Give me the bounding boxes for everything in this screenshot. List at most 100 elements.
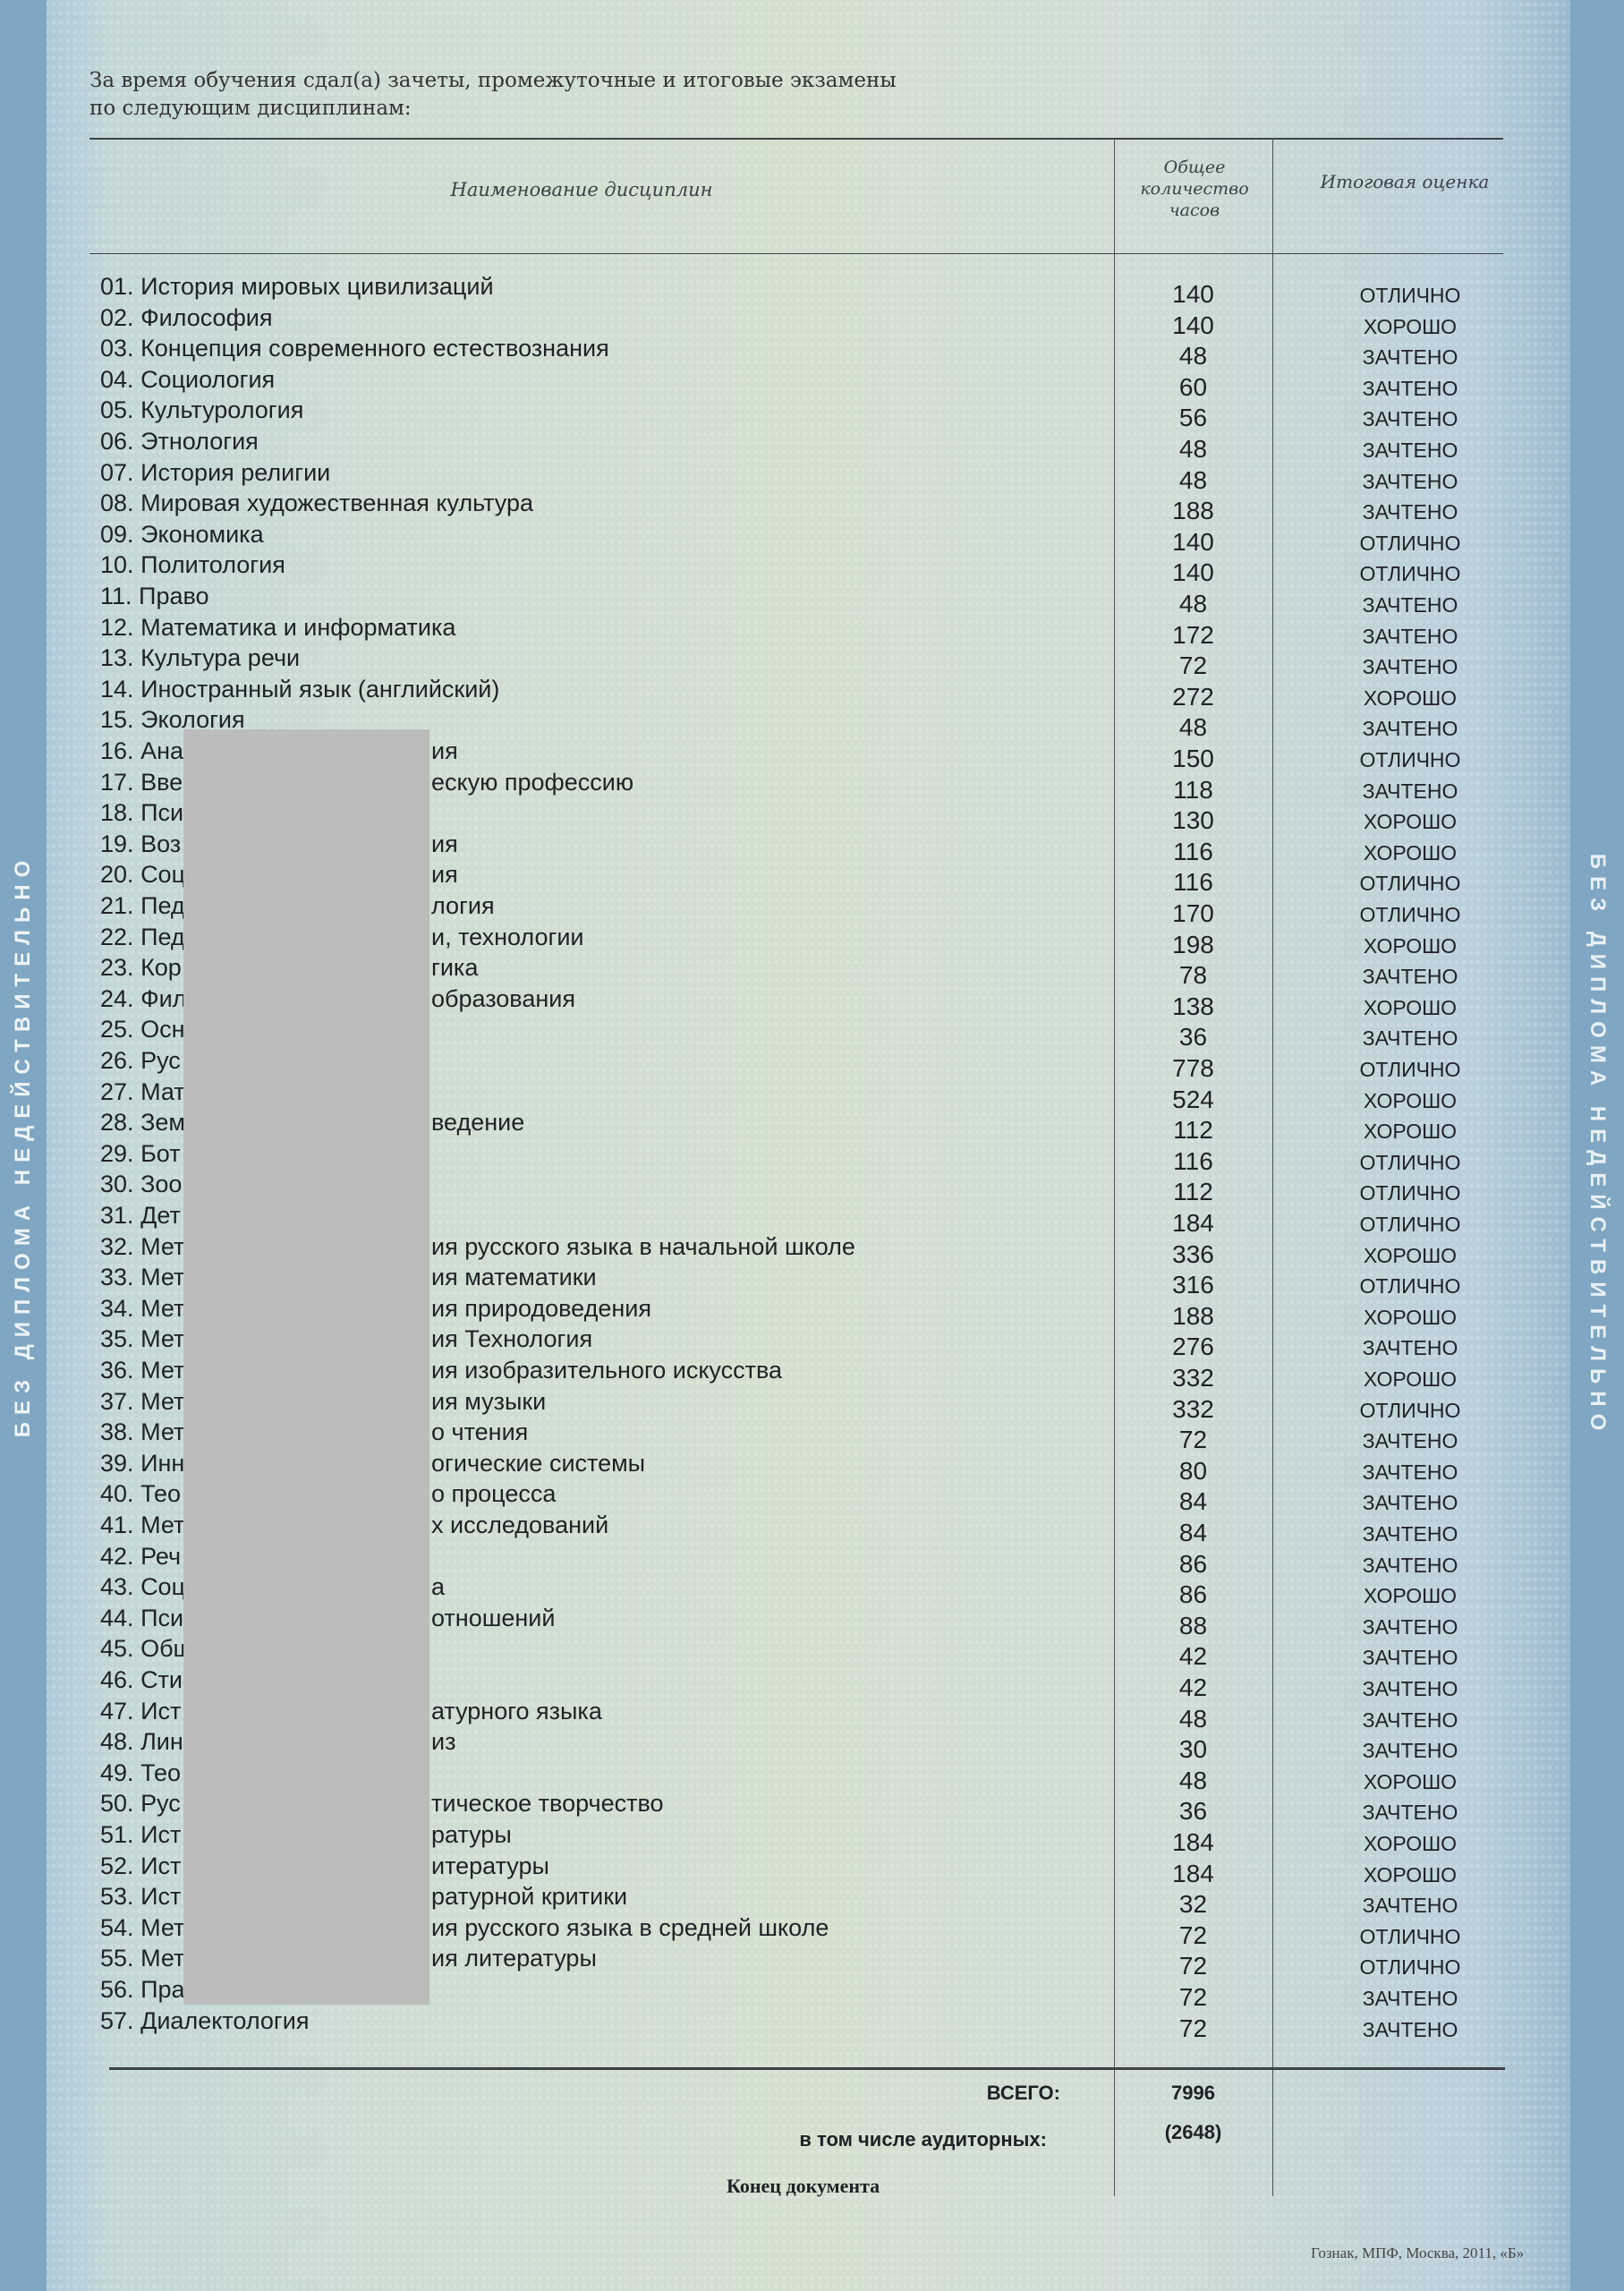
row-grade: ЗАЧТЕНО <box>1362 1026 1458 1051</box>
row-grade: ОТЛИЧНО <box>1359 531 1461 555</box>
row-hours: 42 <box>1178 1642 1208 1671</box>
row-hours: 42 <box>1178 1674 1208 1701</box>
row-hours: 184 <box>1172 1828 1214 1856</box>
row-name-text: Этнология <box>140 428 259 455</box>
row-hours: 140 <box>1172 558 1214 587</box>
row-name-text: Мет <box>140 1945 185 1972</box>
row-grade: ХОРОШО <box>1363 1367 1458 1391</box>
row-name-suffix: ия изобразительного искусства <box>431 1357 783 1384</box>
left-security-strip: БЕЗ ДИПЛОМА НЕДЕЙСТВИТЕЛЬНО <box>0 0 47 2291</box>
row-name-text: Пси <box>140 1604 184 1631</box>
row-number: 25. <box>100 1016 134 1043</box>
row-number: 13. <box>100 644 134 672</box>
row-name-suffix: и, технологии <box>431 923 584 950</box>
row-hours: 84 <box>1178 1487 1208 1516</box>
row-grade: ЗАЧТЕНО <box>1362 1987 1458 2010</box>
row-grade: ХОРОШО <box>1363 1088 1458 1112</box>
row-name-text: Лин <box>140 1728 183 1756</box>
row-name: 09. Экономика <box>100 521 264 549</box>
row-grade: ЗАЧТЕНО <box>1362 593 1458 617</box>
row-name: 49. Тео <box>100 1759 181 1787</box>
row-name-text: Ист <box>140 1697 182 1725</box>
row-number: 36. <box>100 1357 134 1384</box>
row-grade: ЗАЧТЕНО <box>1362 717 1458 741</box>
row-hours: 72 <box>1178 652 1208 680</box>
row-hours: 138 <box>1172 992 1214 1020</box>
row-number: 56. <box>100 1976 134 2003</box>
row-hours: 140 <box>1172 311 1214 339</box>
row-name: 42. Реч <box>100 1543 181 1571</box>
row-number: 42. <box>100 1542 134 1570</box>
row-name-suffix: ия математики <box>431 1264 597 1291</box>
row-name: 39. Инн <box>100 1450 184 1478</box>
row-name-suffix: образования <box>431 984 575 1012</box>
row-name: 29. Бот <box>100 1140 181 1168</box>
row-name-text: Пед <box>140 923 185 950</box>
row-hours: 86 <box>1178 1580 1208 1609</box>
row-name: 54. Мет <box>100 1914 184 1942</box>
row-number: 14. <box>100 675 134 703</box>
row-grade: ЗАЧТЕНО <box>1362 469 1458 493</box>
row-number: 44. <box>100 1604 134 1631</box>
row-name-suffix: о процесса <box>431 1480 557 1508</box>
row-number: 05. <box>100 396 134 424</box>
row-name: 57. Диалектология <box>100 2007 309 2035</box>
row-grade: ЗАЧТЕНО <box>1362 376 1458 400</box>
row-name-suffix: ия природоведения <box>431 1294 651 1322</box>
row-name-text: Зоо <box>140 1171 183 1198</box>
row-number: 47. <box>100 1697 134 1725</box>
row-number: 08. <box>100 490 134 517</box>
row-name-suffix: ия <box>431 830 458 857</box>
row-grade: ХОРОШО <box>1363 686 1458 710</box>
table-bottom-border <box>109 2067 1505 2070</box>
row-name: 04. Социология <box>100 366 275 394</box>
row-number: 34. <box>100 1294 134 1322</box>
row-name: 45. Общ <box>100 1635 193 1663</box>
row-hours: 112 <box>1173 1178 1213 1206</box>
row-name-suffix: огические системы <box>431 1449 646 1477</box>
row-name: 34. Мет <box>100 1295 184 1323</box>
row-hours: 316 <box>1172 1271 1214 1299</box>
row-name-text: Пси <box>140 799 184 827</box>
row-name: 03. Концепция современного естествознани… <box>100 335 609 362</box>
row-number: 53. <box>100 1883 134 1911</box>
intro-line-1: За время обучения сдал(а) зачеты, промеж… <box>89 69 897 92</box>
row-name-text: Воз <box>140 830 182 857</box>
row-name: 19. Воз <box>100 830 181 858</box>
row-name: 55. Мет <box>100 1945 184 1972</box>
row-grade: ЗАЧТЕНО <box>1362 1491 1458 1515</box>
redaction-box <box>183 729 429 2005</box>
row-name-suffix: итературы <box>431 1852 549 1879</box>
row-hours: 88 <box>1178 1611 1208 1639</box>
row-name-text: Экология <box>140 706 245 734</box>
column-divider-1 <box>1114 138 1115 2196</box>
row-name-text: Математика и информатика <box>140 613 456 641</box>
row-name-text: Мет <box>140 1357 185 1384</box>
row-number: 02. <box>100 303 134 331</box>
row-hours: 116 <box>1173 837 1213 865</box>
row-hours: 36 <box>1178 1023 1208 1052</box>
row-name: 35. Мет <box>100 1325 184 1353</box>
row-number: 09. <box>100 520 134 548</box>
row-name-suffix: ратурной критики <box>431 1883 628 1911</box>
row-hours: 72 <box>1178 1921 1208 1949</box>
row-name-text: Пед <box>140 892 185 919</box>
row-grade: ЗАЧТЕНО <box>1362 1553 1458 1577</box>
row-name-suffix: логия <box>431 892 495 919</box>
row-number: 40. <box>100 1480 134 1508</box>
row-name-suffix: ия русского языка в средней школе <box>431 1913 829 1941</box>
total-label: ВСЕГО: <box>986 2082 1060 2104</box>
row-grade: ОТЛИЧНО <box>1359 1924 1461 1948</box>
row-number: 10. <box>100 551 134 579</box>
row-name-suffix: ведение <box>431 1109 525 1137</box>
row-hours: 78 <box>1178 961 1208 990</box>
row-hours: 48 <box>1178 1766 1208 1794</box>
row-grade: ХОРОШО <box>1363 995 1458 1019</box>
row-number: 01. <box>100 273 134 300</box>
row-name-text: Мет <box>140 1294 185 1322</box>
row-name: 06. Этнология <box>100 428 259 456</box>
row-number: 17. <box>100 768 134 796</box>
row-grade: ЗАЧТЕНО <box>1362 407 1458 431</box>
row-number: 54. <box>100 1913 134 1941</box>
row-name: 33. Мет <box>100 1264 184 1291</box>
